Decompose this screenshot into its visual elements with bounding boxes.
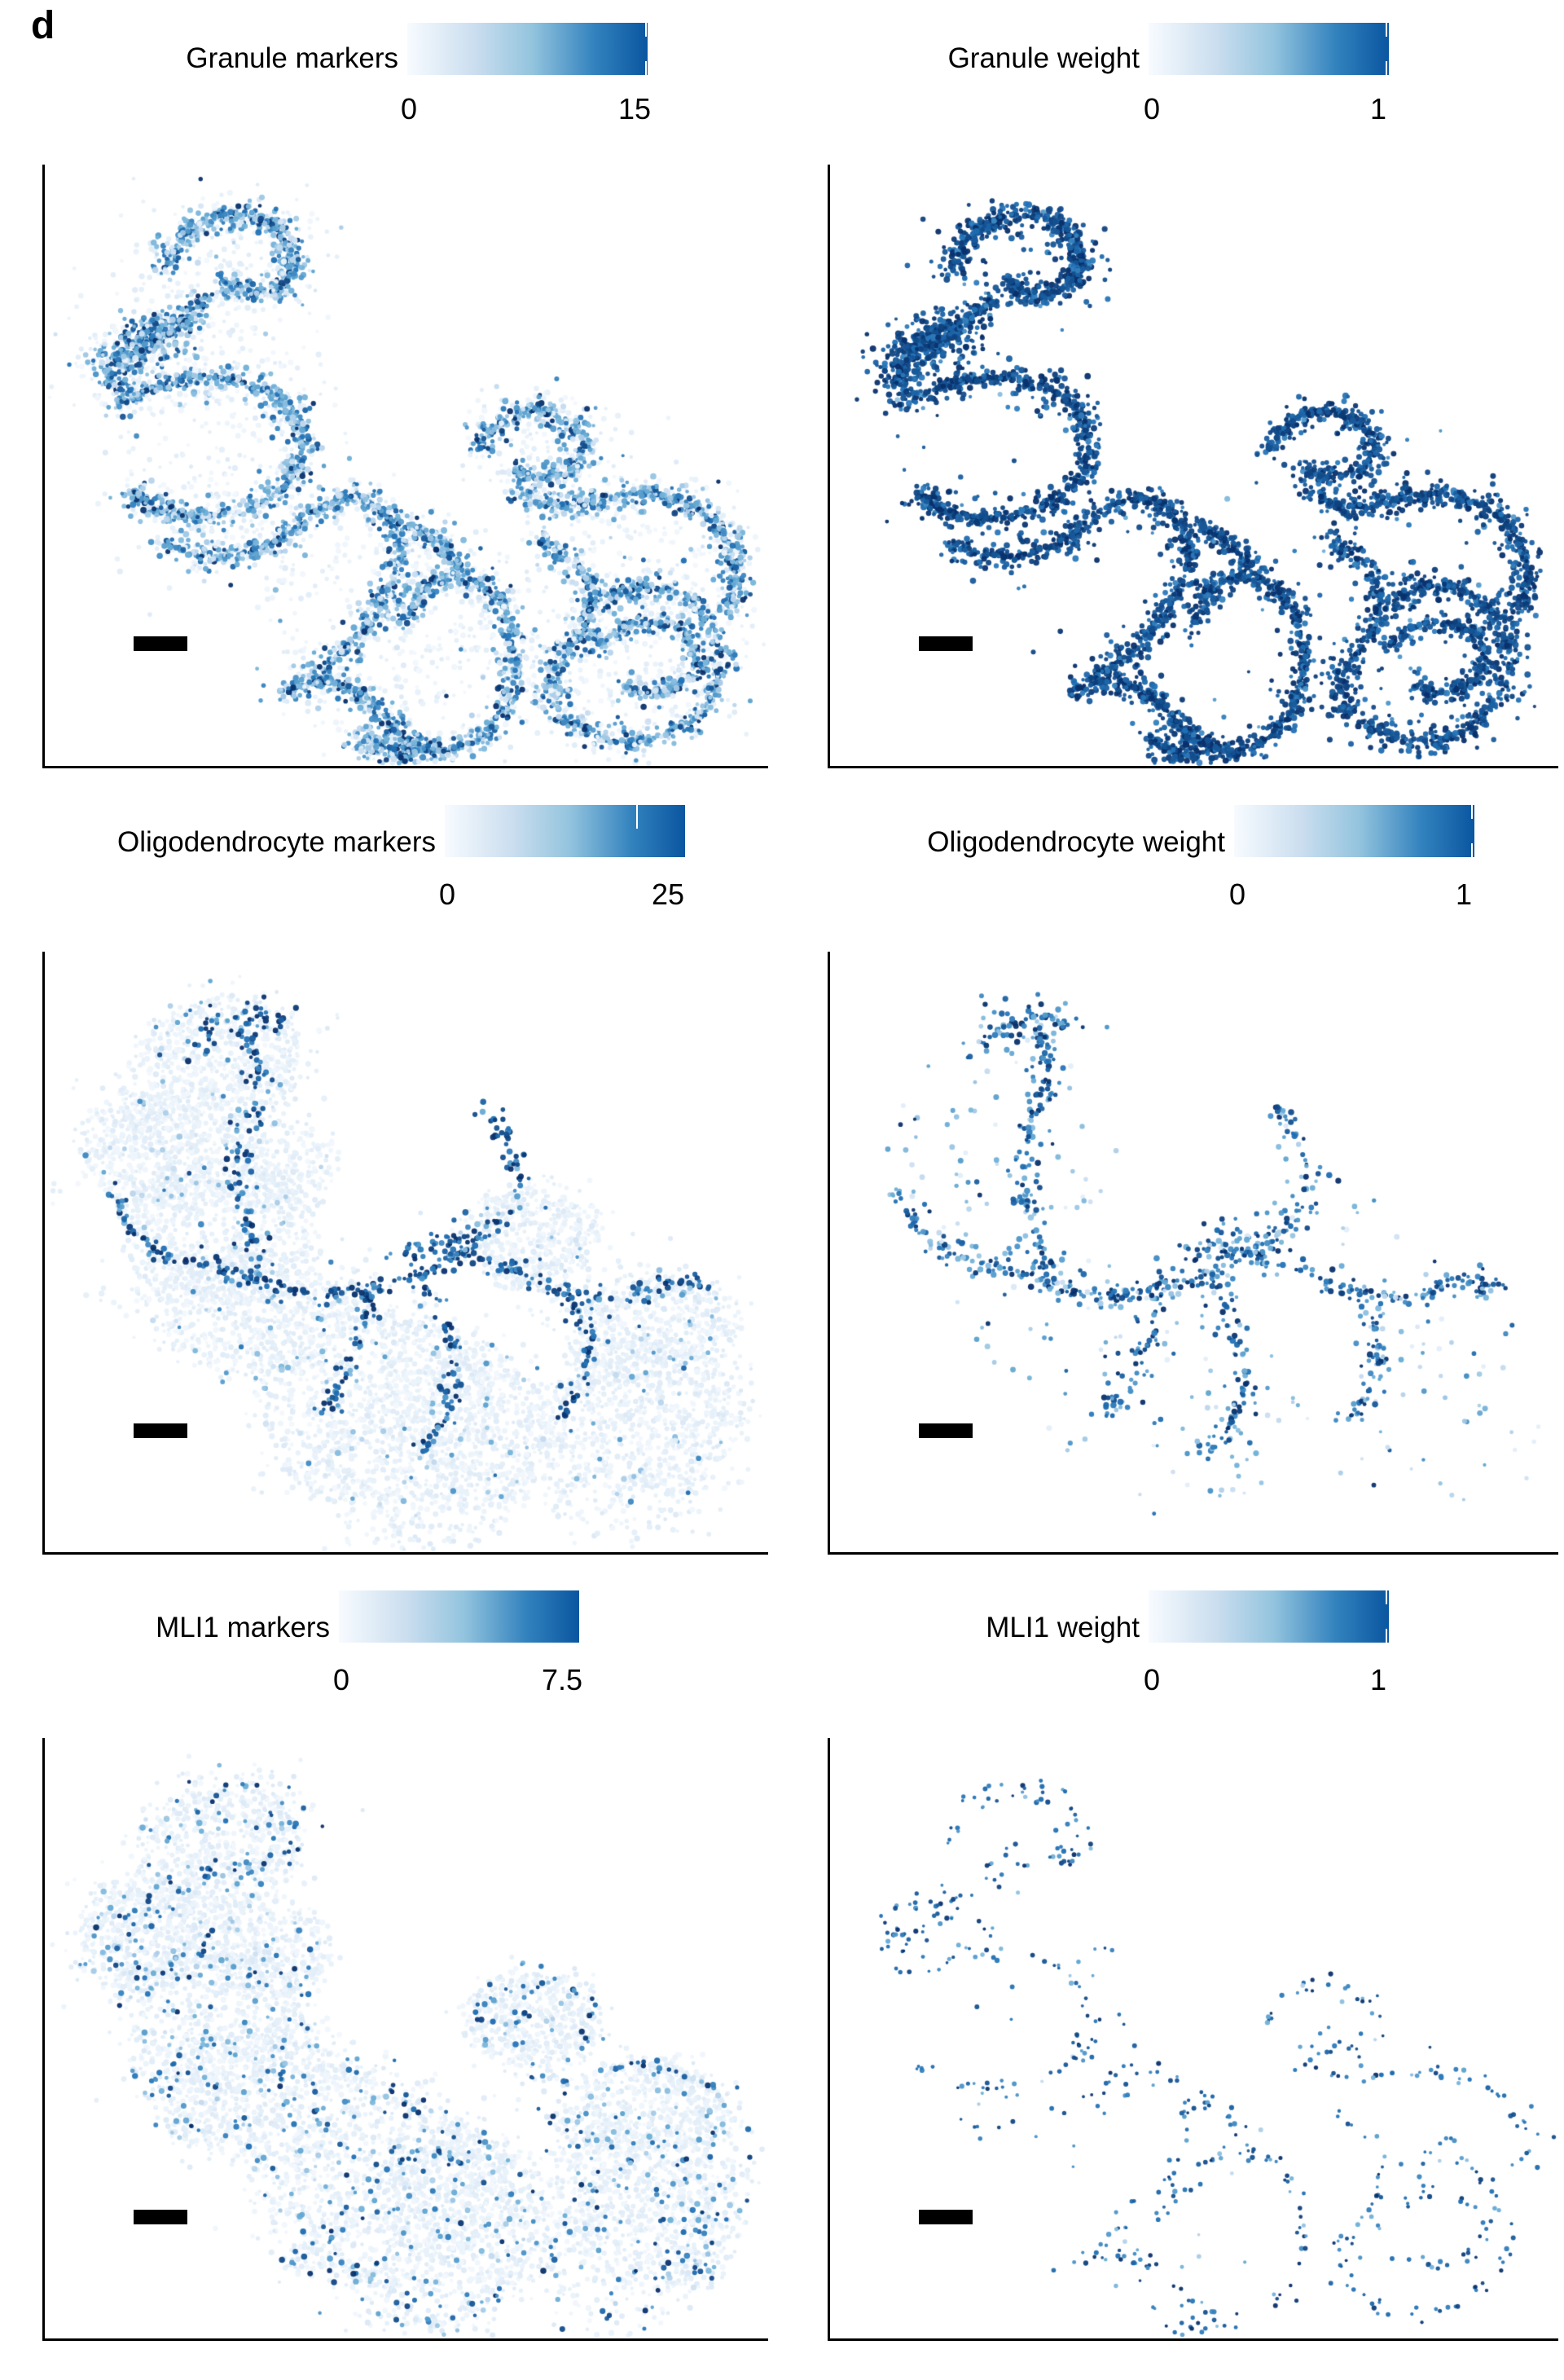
scatter-plot-granule-markers [42,165,768,768]
colorbar-label: Oligodendrocyte weight [927,826,1225,858]
colorbar-gradient [1149,1590,1389,1643]
scatter-plot-oligodendrocyte-weight [828,952,1558,1555]
colorbar-label: Granule markers [186,42,398,74]
colorbar-max-tick: 1 [1369,1663,1387,1696]
colorbar-tick-mark [1471,843,1474,857]
colorbar-label: MLI1 weight [986,1612,1140,1643]
scale-bar [919,636,973,651]
colorbar-max-tick: 1 [1369,92,1387,125]
scale-bar [919,1423,973,1438]
colorbar-tick-mark [644,61,647,75]
scale-bar [134,636,187,651]
scatter-canvas [45,952,768,1552]
colorbar-gradient [407,23,648,75]
colorbar-gradient [1234,805,1474,857]
colorbar-max-tick: 25 [651,878,685,911]
colorbar-max-tick: 15 [617,92,652,125]
colorbar-min-tick: 0 [1143,1663,1161,1696]
colorbar-max-tick: 1 [1455,878,1473,911]
scatter-canvas [45,165,768,766]
colorbar-min-tick: 0 [1228,878,1246,911]
scatter-canvas [830,1738,1558,2338]
colorbar-tick-mark [636,805,638,829]
scatter-canvas [830,952,1558,1552]
colorbar-tick-mark [1386,61,1388,75]
colorbar-tick-mark [1386,1590,1388,1604]
colorbar-label: Oligodendrocyte markers [117,826,436,858]
colorbar-min-tick: 0 [1143,92,1161,125]
scatter-plot-mli1-weight [828,1738,1558,2341]
colorbar-tick-mark [1471,805,1474,819]
colorbar-gradient [445,805,685,857]
colorbar-min-tick: 0 [438,878,456,911]
scatter-canvas [45,1738,768,2338]
colorbar-gradient [1149,23,1389,75]
colorbar-label: Granule weight [947,42,1140,74]
colorbar-tick-mark [1386,1629,1388,1643]
colorbar-min-tick: 0 [400,92,418,125]
scatter-plot-granule-weight [828,165,1558,768]
colorbar-label: MLI1 markers [156,1612,330,1643]
scatter-plot-mli1-markers [42,1738,768,2341]
scatter-canvas [830,165,1558,766]
colorbar-tick-mark [644,23,647,37]
colorbar-min-tick: 0 [332,1663,350,1696]
scatter-plot-oligodendrocyte-markers [42,952,768,1555]
figure-panel-label: d [31,4,55,47]
colorbar-gradient [339,1590,579,1643]
colorbar-tick-mark [1386,23,1388,37]
scale-bar [919,2210,973,2224]
colorbar-max-tick: 7.5 [541,1663,583,1696]
scale-bar [134,1423,187,1438]
scale-bar [134,2210,187,2224]
